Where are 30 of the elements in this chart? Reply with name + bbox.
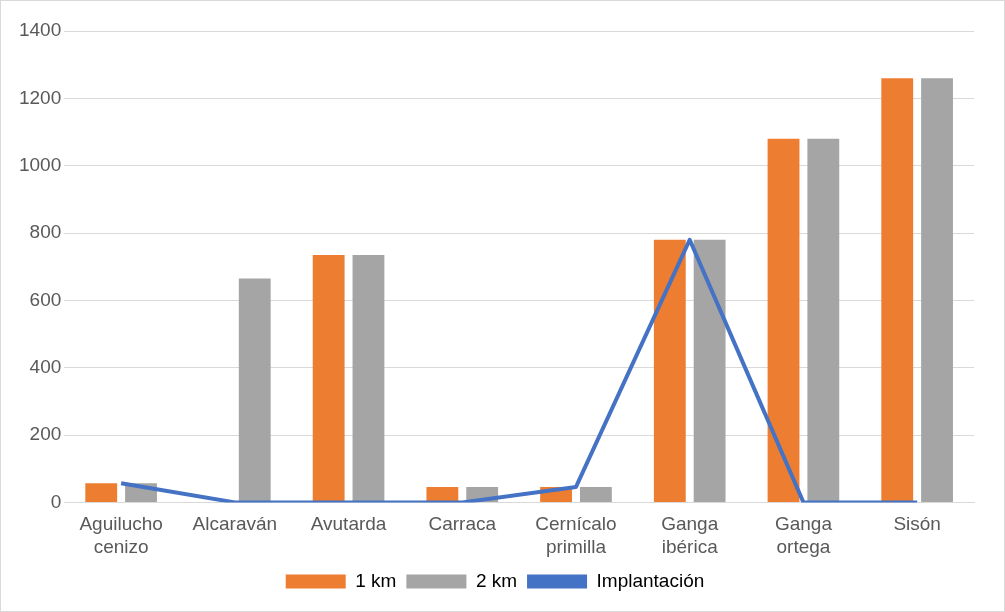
x-tick-label: Avutarda xyxy=(310,513,387,535)
legend-label: 2 km xyxy=(475,569,518,591)
bar xyxy=(881,78,914,502)
x-tick-label: Cernícalo primilla xyxy=(535,513,617,557)
bar xyxy=(653,239,686,502)
legend-label: Implantación xyxy=(596,569,705,591)
y-tick-label: 1000 xyxy=(18,153,62,175)
bar xyxy=(807,138,840,502)
y-tick-label: 1200 xyxy=(18,86,62,108)
y-tick-label: 800 xyxy=(29,221,62,243)
bar xyxy=(693,239,726,502)
x-tick-label: Alcaraván xyxy=(192,513,278,535)
y-tick-label: 0 xyxy=(50,490,62,512)
y-tick-label: 1400 xyxy=(18,19,62,41)
bar xyxy=(579,486,612,502)
y-tick-label: 600 xyxy=(29,288,62,310)
x-tick-label: Ganga ortega xyxy=(774,513,833,557)
x-tick-label: Carraca xyxy=(428,513,497,535)
bar xyxy=(312,254,345,502)
x-tick-label: Sisón xyxy=(893,513,941,535)
bar xyxy=(767,138,800,502)
bar xyxy=(238,278,271,502)
y-tick-label: 200 xyxy=(29,423,62,445)
x-tick-label: Aguilucho cenizo xyxy=(79,513,163,557)
x-tick-label: Ganga ibérica xyxy=(661,513,719,557)
bar xyxy=(352,254,385,502)
y-tick-label: 400 xyxy=(29,355,62,377)
bar xyxy=(921,78,953,502)
legend-label: 1 km xyxy=(355,569,397,591)
bar xyxy=(85,483,118,502)
